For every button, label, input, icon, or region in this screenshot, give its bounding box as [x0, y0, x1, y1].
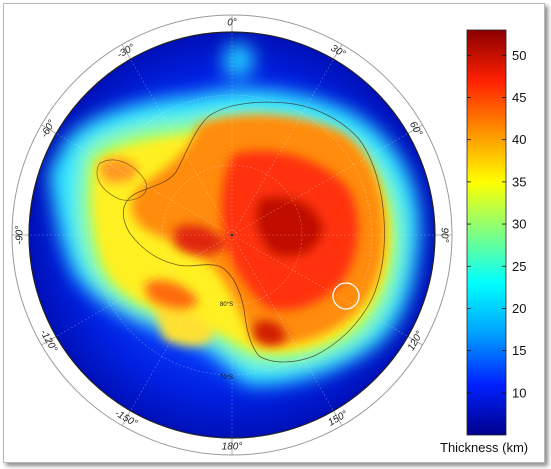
colorbar-tick-label: 30	[512, 217, 526, 232]
colorbar-tick-label: 15	[512, 343, 526, 358]
station-circle-marker	[332, 282, 360, 310]
map-border	[28, 31, 436, 439]
lat-label-70s: 70°S	[220, 375, 233, 381]
figure-frame: 80°S 70°S -30° 0° 30° 60° 90° 120° 150° 180° -15…	[3, 3, 545, 463]
colorbar-tick-label: 40	[512, 132, 526, 147]
colorbar	[466, 29, 507, 436]
antarctica-crust-map: 80°S 70°S -30°0°30°60°90°120°150°180°-15…	[11, 14, 528, 456]
lon-label: 0°	[227, 18, 237, 29]
graticule-spoke	[41, 124, 57, 134]
graticule-spokes-outer	[12, 15, 452, 455]
graticule-spoke	[41, 336, 57, 346]
colorbar-tick-label: 45	[512, 90, 526, 105]
colorbar-tick-label: 35	[512, 174, 526, 189]
colorbar-tick-label: 10	[512, 385, 526, 400]
colorbar-tick-label: 20	[512, 301, 526, 316]
south-pole-marker	[230, 233, 234, 237]
colorbar-title: Thickness (km)	[440, 440, 528, 455]
lat-label-80s: 80°S	[220, 302, 233, 308]
graticule-spoke	[407, 124, 423, 134]
lon-label: 180°	[222, 442, 243, 453]
graticule-spoke	[333, 410, 343, 426]
graticule-spoke	[121, 410, 131, 426]
colorbar-tick-label: 25	[512, 259, 526, 274]
coastline	[122, 101, 385, 363]
colorbar-ticks: 10 15 20 25 30 35 40 45 50	[467, 48, 526, 400]
map-disc	[29, 32, 435, 438]
graticule-spoke	[333, 44, 343, 60]
lon-label: 90°	[438, 227, 449, 242]
graticule-spoke	[407, 336, 423, 346]
lon-label: -90°	[15, 226, 26, 244]
graticule-spoke	[121, 44, 131, 60]
colorbar-tick-label: 50	[512, 48, 526, 63]
